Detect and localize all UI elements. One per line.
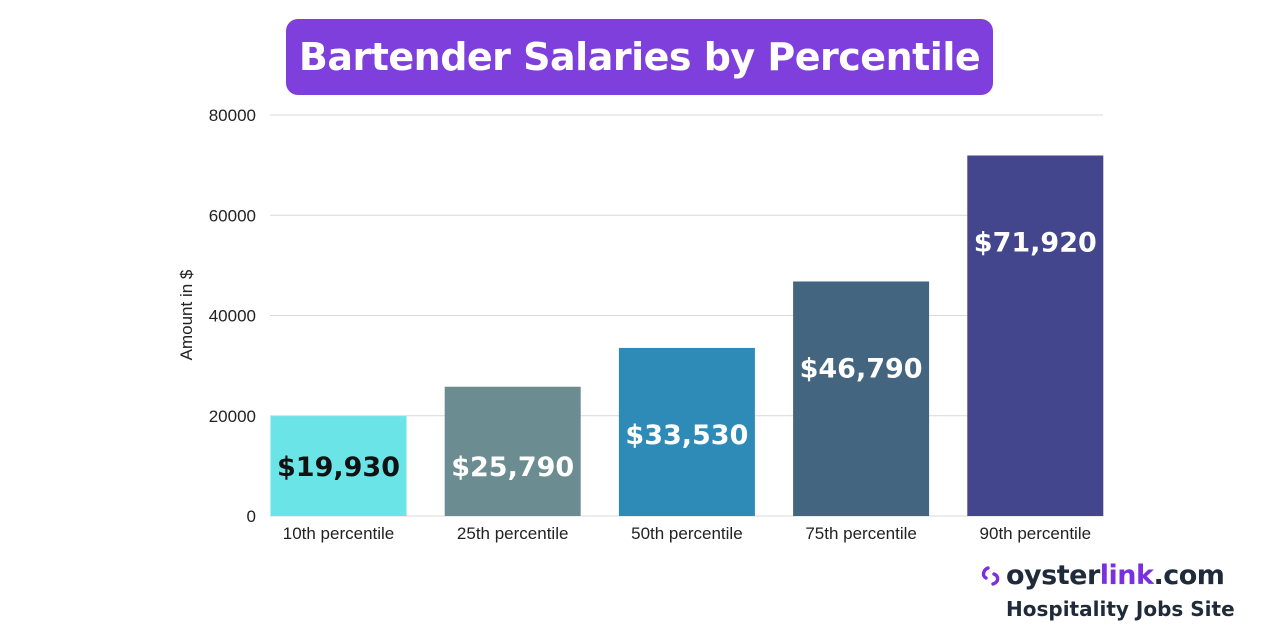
bar [618, 347, 755, 516]
y-axis-label: Amount in $ [177, 269, 196, 360]
logo-text-domain: .com [1153, 560, 1225, 591]
x-tick-label: 50th percentile [631, 524, 743, 543]
logo-text-link: link [1099, 560, 1154, 591]
y-tick-label: 60000 [209, 206, 256, 225]
y-tick-label: 40000 [209, 307, 256, 326]
bar [793, 281, 930, 516]
logo-tagline: Hospitality Jobs Site [1006, 597, 1235, 621]
data-labels: $19,930 $25,790 $33,530 $46,790 $71,920 [277, 228, 1097, 483]
bar [444, 386, 581, 516]
oysterlink-logo-icon [981, 565, 1000, 586]
data-label: $19,930 [277, 452, 400, 483]
x-tick-label: 75th percentile [805, 524, 917, 543]
chart-title: Bartender Salaries by Percentile [286, 19, 993, 95]
data-label: $25,790 [451, 452, 574, 483]
data-label: $71,920 [974, 228, 1097, 259]
oysterlink-logo: oyster link .com Hospitality Jobs Site [980, 560, 1270, 630]
bar [967, 155, 1104, 516]
y-tick-label: 80000 [209, 106, 256, 125]
bars [270, 155, 1104, 516]
logo-text-oyster: oyster [1006, 560, 1100, 591]
x-tick-label: 25th percentile [457, 524, 569, 543]
x-tick-labels: 10th percentile 25th percentile 50th perce… [283, 524, 1091, 543]
logo-wordmark: oyster link .com [980, 560, 1225, 591]
x-tick-label: 90th percentile [980, 524, 1092, 543]
data-label: $33,530 [625, 420, 748, 451]
y-tick-label: 20000 [209, 407, 256, 426]
y-tick-labels: 0 20000 40000 60000 80000 [209, 106, 256, 526]
bar [270, 416, 407, 516]
y-tick-label: 0 [247, 507, 256, 526]
x-tick-label: 10th percentile [283, 524, 395, 543]
data-label: $46,790 [800, 353, 923, 384]
